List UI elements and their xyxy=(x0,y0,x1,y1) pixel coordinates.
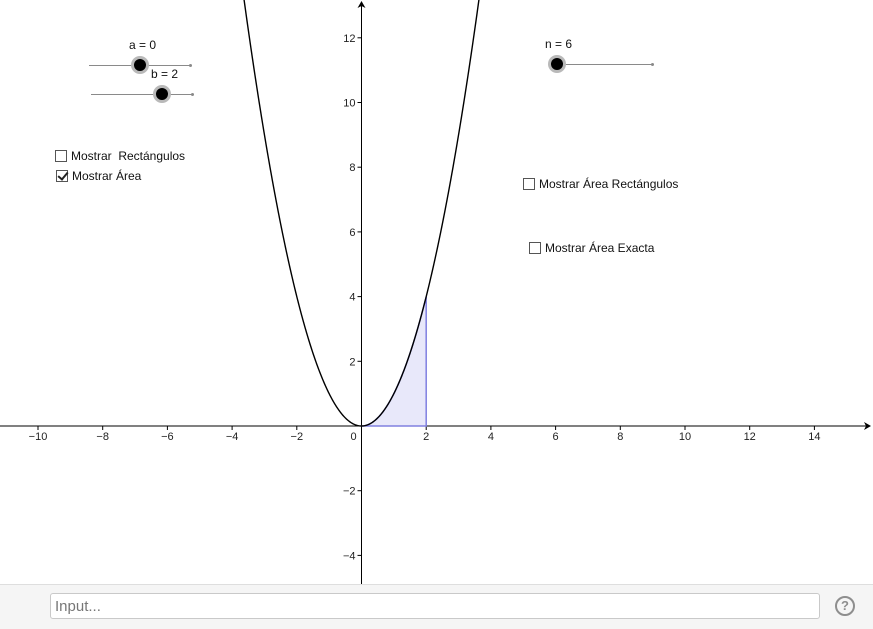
x-tick-label: 0 xyxy=(350,431,356,443)
x-tick-label: 2 xyxy=(423,431,429,443)
slider-n-track[interactable] xyxy=(551,63,654,66)
slider-a-label: a = 0 xyxy=(129,38,157,52)
checkbox-show-exact-area-label: Mostrar Área Exacta xyxy=(545,241,655,255)
slider-n-knob[interactable] xyxy=(551,58,563,70)
integral-area-region xyxy=(361,296,427,427)
checkbox-show-rectangles-box[interactable] xyxy=(55,150,67,162)
help-icon: ? xyxy=(841,598,849,613)
x-tick-label: −10 xyxy=(29,431,48,443)
slider-b-track[interactable] xyxy=(91,93,194,96)
x-tick-label: 12 xyxy=(744,431,756,443)
x-tick-label: 4 xyxy=(488,431,494,443)
checkbox-show-area-box[interactable] xyxy=(56,170,68,182)
input-bar: ? xyxy=(0,584,873,629)
x-tick-label: −6 xyxy=(161,431,174,443)
x-tick-label: 14 xyxy=(808,431,820,443)
checkbox-show-rect-area[interactable]: Mostrar Área Rectángulos xyxy=(523,177,678,191)
function-curve xyxy=(243,0,480,427)
y-axis-ticks: −4 −2 2 4 6 8 10 12 xyxy=(343,33,362,562)
x-tick-label: 10 xyxy=(679,431,691,443)
help-button[interactable]: ? xyxy=(835,596,855,616)
y-tick-label: −2 xyxy=(343,486,356,498)
slider-n[interactable]: n = 6 xyxy=(545,37,660,77)
checkbox-show-area-label: Mostrar Área xyxy=(72,169,142,183)
y-tick-label: 12 xyxy=(343,33,355,45)
x-tick-label: 8 xyxy=(617,431,623,443)
y-tick-label: −4 xyxy=(343,550,356,562)
checkbox-show-rectangles-label: Mostrar Rectángulos xyxy=(71,149,186,163)
graph-canvas[interactable]: −10 −8 −6 −4 −2 0 2 4 6 8 10 12 14 −4 −2 2 4 6 8 10 12 xyxy=(0,0,873,584)
x-tick-label: −2 xyxy=(291,431,304,443)
algebra-input[interactable] xyxy=(50,593,820,619)
checkbox-show-rect-area-box[interactable] xyxy=(523,178,535,190)
checkbox-show-exact-area[interactable]: Mostrar Área Exacta xyxy=(529,241,654,255)
y-tick-label: 8 xyxy=(349,162,355,174)
slider-b-label: b = 2 xyxy=(151,67,179,81)
y-axis-arrow xyxy=(357,1,366,8)
checkbox-show-rectangles[interactable]: Mostrar Rectángulos xyxy=(55,149,185,163)
slider-a-knob[interactable] xyxy=(134,59,146,71)
checkbox-show-rect-area-label: Mostrar Área Rectángulos xyxy=(539,177,679,191)
x-tick-label: −8 xyxy=(96,431,109,443)
y-tick-label: 10 xyxy=(343,98,355,110)
y-tick-label: 4 xyxy=(349,292,355,304)
slider-b-knob[interactable] xyxy=(156,88,168,100)
checkbox-show-exact-area-box[interactable] xyxy=(529,242,541,254)
checkbox-show-area[interactable]: Mostrar Área xyxy=(56,169,141,183)
y-tick-label: 2 xyxy=(349,356,355,368)
x-axis-arrow xyxy=(864,422,871,430)
graphics-view[interactable]: −10 −8 −6 −4 −2 0 2 4 6 8 10 12 14 −4 −2 2 4 6 8 10 12 a = … xyxy=(0,0,873,584)
x-tick-label: −4 xyxy=(226,431,239,443)
slider-a[interactable]: a = 0 xyxy=(89,38,199,78)
x-tick-label: 6 xyxy=(553,431,559,443)
slider-b[interactable]: b = 2 xyxy=(91,67,201,107)
x-axis-ticks: −10 −8 −6 −4 −2 0 2 4 6 8 10 12 14 xyxy=(29,426,821,443)
y-tick-label: 6 xyxy=(349,227,355,239)
slider-n-label: n = 6 xyxy=(545,37,573,51)
